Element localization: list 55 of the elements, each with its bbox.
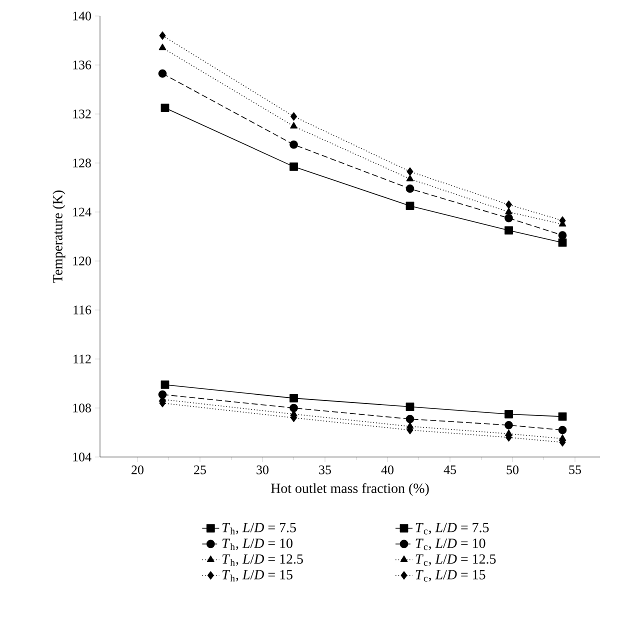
y-tick-label: 108: [73, 404, 92, 412]
point: [290, 394, 298, 402]
point: [504, 410, 513, 418]
y-tick-label: 136: [73, 60, 92, 70]
point: [160, 104, 170, 112]
point: [406, 174, 414, 182]
legend-label: T$_{h}$, L/D = 15: [222, 570, 292, 582]
point: [504, 214, 513, 222]
legend-label: T$_{c}$, L/D = 10: [416, 538, 486, 550]
x-tick-label: 30: [256, 466, 268, 474]
x-tick-label: 40: [381, 466, 394, 474]
legend-label: T$_{h}$, L/D = 7.5: [222, 522, 296, 534]
legend-label: T$_{c}$, L/D = 7.5: [416, 522, 489, 534]
point: [290, 404, 298, 412]
point: [558, 412, 567, 421]
y-tick-label: 112: [74, 354, 91, 364]
x-tick-label: 55: [569, 466, 581, 474]
legend-label: T$_{h}$, L/D = 10: [222, 538, 292, 550]
legend-label: T$_{c}$, L/D = 12.5: [416, 554, 496, 566]
y-tick-label: 140: [73, 12, 92, 20]
point: [406, 414, 414, 424]
point: [159, 31, 166, 40]
legend-label: T$_{h}$, L/D = 12.5: [222, 554, 303, 566]
point: [290, 162, 298, 171]
point: [506, 200, 512, 209]
x-tick-label: 20: [132, 466, 144, 474]
point: [406, 167, 414, 176]
y-tick-label: 132: [73, 110, 91, 118]
legend-label: T$_{c}$, L/D = 15: [416, 570, 486, 582]
point: [406, 184, 414, 193]
x-axis-title: Hot outlet mass fraction (%): [271, 483, 429, 496]
y-tick-label: 124: [73, 208, 92, 216]
y-tick-label: 128: [73, 158, 92, 168]
point: [290, 122, 298, 129]
point: [558, 238, 567, 247]
x-tick-label: 45: [444, 466, 456, 474]
y-tick-label: 120: [73, 256, 92, 266]
x-tick-label: 25: [194, 466, 206, 474]
point: [406, 202, 414, 210]
point: [406, 402, 414, 411]
point: [160, 380, 170, 389]
point: [505, 208, 512, 214]
y-axis-title: Temperature (K): [52, 190, 66, 283]
point: [290, 140, 298, 149]
point: [158, 44, 166, 50]
point: [558, 426, 567, 434]
y-tick-label: 104: [73, 452, 92, 462]
point: [504, 226, 513, 235]
point: [158, 69, 167, 78]
x-tick-label: 35: [319, 466, 331, 474]
y-tick-label: 116: [74, 306, 92, 314]
point: [558, 231, 567, 240]
point: [290, 112, 297, 121]
point: [504, 420, 513, 430]
x-tick-label: 50: [506, 466, 518, 474]
